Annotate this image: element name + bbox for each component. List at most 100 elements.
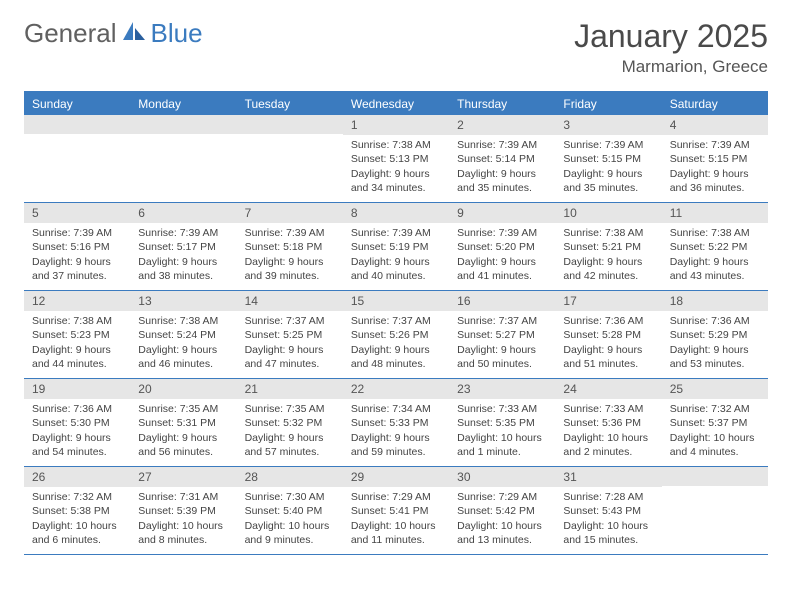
date-number: 15: [343, 291, 449, 311]
calendar-cell: 12Sunrise: 7:38 AMSunset: 5:23 PMDayligh…: [24, 291, 130, 379]
calendar-cell: 27Sunrise: 7:31 AMSunset: 5:39 PMDayligh…: [130, 467, 236, 555]
sunset-text: Sunset: 5:20 PM: [457, 240, 547, 254]
daylight-text: Daylight: 10 hours and 9 minutes.: [245, 519, 335, 547]
sunrise-text: Sunrise: 7:33 AM: [563, 402, 653, 416]
daylight-text: Daylight: 10 hours and 1 minute.: [457, 431, 547, 459]
sunset-text: Sunset: 5:28 PM: [563, 328, 653, 342]
cell-body: Sunrise: 7:32 AMSunset: 5:37 PMDaylight:…: [662, 401, 768, 463]
calendar-cell: 5Sunrise: 7:39 AMSunset: 5:16 PMDaylight…: [24, 203, 130, 291]
sunset-text: Sunset: 5:37 PM: [670, 416, 760, 430]
sunset-text: Sunset: 5:43 PM: [563, 504, 653, 518]
sunrise-text: Sunrise: 7:32 AM: [670, 402, 760, 416]
calendar-cell: 26Sunrise: 7:32 AMSunset: 5:38 PMDayligh…: [24, 467, 130, 555]
daylight-text: Daylight: 9 hours and 53 minutes.: [670, 343, 760, 371]
daylight-text: Daylight: 9 hours and 41 minutes.: [457, 255, 547, 283]
date-number: 3: [555, 115, 661, 135]
weekday-header: Tuesday: [237, 93, 343, 115]
date-number: 28: [237, 467, 343, 487]
sunrise-text: Sunrise: 7:38 AM: [351, 138, 441, 152]
sunrise-text: Sunrise: 7:36 AM: [32, 402, 122, 416]
sunset-text: Sunset: 5:16 PM: [32, 240, 122, 254]
date-number: [237, 115, 343, 134]
date-number: [24, 115, 130, 134]
sunrise-text: Sunrise: 7:36 AM: [563, 314, 653, 328]
calendar-cell: 1Sunrise: 7:38 AMSunset: 5:13 PMDaylight…: [343, 115, 449, 203]
cell-body: Sunrise: 7:39 AMSunset: 5:19 PMDaylight:…: [343, 225, 449, 287]
calendar-cell: 21Sunrise: 7:35 AMSunset: 5:32 PMDayligh…: [237, 379, 343, 467]
calendar-cell: 20Sunrise: 7:35 AMSunset: 5:31 PMDayligh…: [130, 379, 236, 467]
title-block: January 2025 Marmarion, Greece: [574, 18, 768, 77]
daylight-text: Daylight: 9 hours and 48 minutes.: [351, 343, 441, 371]
sunset-text: Sunset: 5:33 PM: [351, 416, 441, 430]
calendar-cell: 3Sunrise: 7:39 AMSunset: 5:15 PMDaylight…: [555, 115, 661, 203]
calendar-cell: 6Sunrise: 7:39 AMSunset: 5:17 PMDaylight…: [130, 203, 236, 291]
date-number: 12: [24, 291, 130, 311]
brand-text-1: General: [24, 18, 117, 49]
calendar-cell: 8Sunrise: 7:39 AMSunset: 5:19 PMDaylight…: [343, 203, 449, 291]
sunset-text: Sunset: 5:41 PM: [351, 504, 441, 518]
sunrise-text: Sunrise: 7:33 AM: [457, 402, 547, 416]
sunrise-text: Sunrise: 7:39 AM: [138, 226, 228, 240]
daylight-text: Daylight: 9 hours and 40 minutes.: [351, 255, 441, 283]
date-number: 2: [449, 115, 555, 135]
cell-body: Sunrise: 7:39 AMSunset: 5:15 PMDaylight:…: [662, 137, 768, 199]
date-number: 10: [555, 203, 661, 223]
sunrise-text: Sunrise: 7:38 AM: [32, 314, 122, 328]
sunrise-text: Sunrise: 7:35 AM: [138, 402, 228, 416]
sunset-text: Sunset: 5:25 PM: [245, 328, 335, 342]
weekday-header: Wednesday: [343, 93, 449, 115]
calendar-cell: 13Sunrise: 7:38 AMSunset: 5:24 PMDayligh…: [130, 291, 236, 379]
header: General Blue January 2025 Marmarion, Gre…: [24, 18, 768, 77]
sunset-text: Sunset: 5:26 PM: [351, 328, 441, 342]
sunset-text: Sunset: 5:36 PM: [563, 416, 653, 430]
daylight-text: Daylight: 9 hours and 35 minutes.: [563, 167, 653, 195]
daylight-text: Daylight: 9 hours and 37 minutes.: [32, 255, 122, 283]
sunrise-text: Sunrise: 7:29 AM: [457, 490, 547, 504]
date-number: 18: [662, 291, 768, 311]
daylight-text: Daylight: 9 hours and 57 minutes.: [245, 431, 335, 459]
cell-body: Sunrise: 7:39 AMSunset: 5:16 PMDaylight:…: [24, 225, 130, 287]
weekday-header: Thursday: [449, 93, 555, 115]
weekday-header: Sunday: [24, 93, 130, 115]
daylight-text: Daylight: 9 hours and 50 minutes.: [457, 343, 547, 371]
calendar-cell: 9Sunrise: 7:39 AMSunset: 5:20 PMDaylight…: [449, 203, 555, 291]
daylight-text: Daylight: 9 hours and 59 minutes.: [351, 431, 441, 459]
cell-body: Sunrise: 7:36 AMSunset: 5:28 PMDaylight:…: [555, 313, 661, 375]
sunset-text: Sunset: 5:23 PM: [32, 328, 122, 342]
calendar-cell: 30Sunrise: 7:29 AMSunset: 5:42 PMDayligh…: [449, 467, 555, 555]
sunrise-text: Sunrise: 7:37 AM: [351, 314, 441, 328]
cell-body: Sunrise: 7:37 AMSunset: 5:26 PMDaylight:…: [343, 313, 449, 375]
sunset-text: Sunset: 5:30 PM: [32, 416, 122, 430]
cell-body: Sunrise: 7:38 AMSunset: 5:21 PMDaylight:…: [555, 225, 661, 287]
daylight-text: Daylight: 10 hours and 11 minutes.: [351, 519, 441, 547]
date-number: 6: [130, 203, 236, 223]
sunset-text: Sunset: 5:17 PM: [138, 240, 228, 254]
daylight-text: Daylight: 9 hours and 42 minutes.: [563, 255, 653, 283]
weekday-header: Monday: [130, 93, 236, 115]
date-number: 19: [24, 379, 130, 399]
sunrise-text: Sunrise: 7:38 AM: [670, 226, 760, 240]
calendar-cell: 14Sunrise: 7:37 AMSunset: 5:25 PMDayligh…: [237, 291, 343, 379]
sunset-text: Sunset: 5:42 PM: [457, 504, 547, 518]
sunrise-text: Sunrise: 7:39 AM: [563, 138, 653, 152]
calendar-cell: [24, 115, 130, 203]
calendar-cell: 25Sunrise: 7:32 AMSunset: 5:37 PMDayligh…: [662, 379, 768, 467]
calendar-cell: 16Sunrise: 7:37 AMSunset: 5:27 PMDayligh…: [449, 291, 555, 379]
date-number: [130, 115, 236, 134]
cell-body: Sunrise: 7:39 AMSunset: 5:17 PMDaylight:…: [130, 225, 236, 287]
cell-body: Sunrise: 7:37 AMSunset: 5:27 PMDaylight:…: [449, 313, 555, 375]
calendar-cell: 18Sunrise: 7:36 AMSunset: 5:29 PMDayligh…: [662, 291, 768, 379]
sunrise-text: Sunrise: 7:32 AM: [32, 490, 122, 504]
cell-body: Sunrise: 7:39 AMSunset: 5:18 PMDaylight:…: [237, 225, 343, 287]
daylight-text: Daylight: 9 hours and 51 minutes.: [563, 343, 653, 371]
brand-logo: General Blue: [24, 18, 203, 49]
cell-body: Sunrise: 7:34 AMSunset: 5:33 PMDaylight:…: [343, 401, 449, 463]
weekday-header: Friday: [555, 93, 661, 115]
daylight-text: Daylight: 9 hours and 39 minutes.: [245, 255, 335, 283]
date-number: 20: [130, 379, 236, 399]
calendar-cell: 10Sunrise: 7:38 AMSunset: 5:21 PMDayligh…: [555, 203, 661, 291]
calendar-cell: 2Sunrise: 7:39 AMSunset: 5:14 PMDaylight…: [449, 115, 555, 203]
weekday-header: Saturday: [662, 93, 768, 115]
date-number: 26: [24, 467, 130, 487]
cell-body: Sunrise: 7:39 AMSunset: 5:14 PMDaylight:…: [449, 137, 555, 199]
